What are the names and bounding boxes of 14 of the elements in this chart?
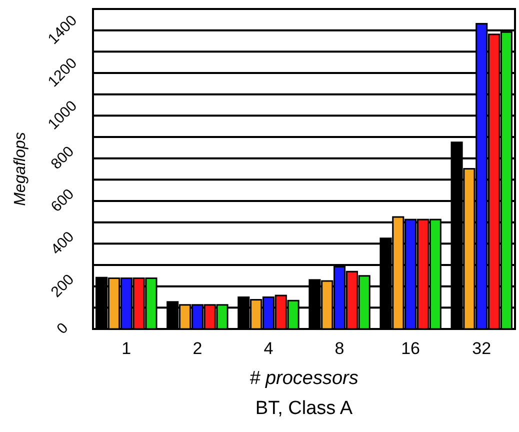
x-tick-label: 16 <box>401 339 420 358</box>
text: BT, Class A <box>255 398 353 419</box>
y-axis-title: Megaflops <box>12 132 29 206</box>
x-tick-label: 4 <box>264 339 274 358</box>
y-tick-label: 600 <box>48 186 78 216</box>
y-tick-label: 200 <box>48 271 78 301</box>
x-axis-title: # processors <box>250 368 359 389</box>
x-tick-label: 32 <box>472 339 492 358</box>
x-tick-label: 8 <box>334 339 344 358</box>
y-tick-label: 0 <box>54 320 72 338</box>
x-tick-label: 2 <box>192 339 202 358</box>
y-tick-label: 400 <box>48 228 78 258</box>
y-tick-label: 800 <box>48 143 78 173</box>
x-tick-label: 1 <box>122 339 132 358</box>
